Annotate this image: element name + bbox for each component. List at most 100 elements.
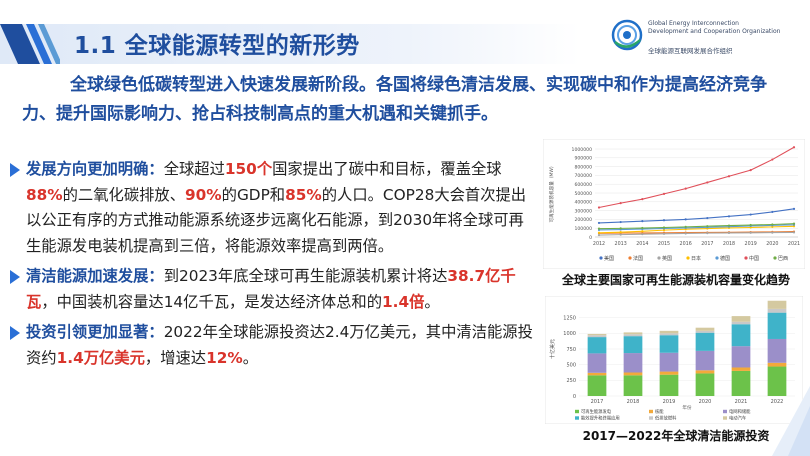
y-tick-label: 1250 [563, 315, 576, 321]
data-point [771, 210, 774, 214]
bar-segment [587, 335, 607, 338]
bullet-heading: 清洁能源加速发展： [26, 267, 164, 285]
bullet-heading: 投资引领更加显著： [26, 323, 164, 341]
highlight-value: 1.4万亿美元 [56, 348, 145, 367]
legend-label: 能效提升和终端应用 [581, 415, 620, 422]
legend-marker [723, 409, 727, 414]
bar-segment [587, 337, 607, 354]
bullet-heading: 发展方向更加明确： [26, 160, 164, 178]
x-tick-label: 2020 [766, 241, 778, 247]
y-axis-label: 可再生能源装机容量（MW） [548, 163, 555, 222]
bar-segment [659, 374, 679, 396]
bullet-text: 。 [242, 348, 259, 367]
data-point [749, 169, 752, 172]
legend-marker [773, 256, 777, 260]
bar-segment [623, 336, 643, 354]
bullet-item: 发展方向更加明确：全球超过150个国家提出了碳中和目标，覆盖全球 88%的二氧化碳… [10, 157, 535, 259]
data-point [597, 227, 601, 230]
data-point [641, 230, 644, 233]
bullet-text: 。 [424, 292, 440, 311]
bullet-list: 发展方向更加明确：全球超过150个国家提出了碳中和目标，覆盖全球 88%的二氧化碳… [10, 157, 535, 376]
bullet-text: 2022年全球能源投资达2.4万亿美元，其中清洁能源投资约 [26, 323, 533, 367]
page-title: 1.1 全球能源转型的新形势 [74, 33, 360, 59]
y-axis-label: 十亿美元 [549, 339, 556, 359]
data-point [619, 231, 622, 234]
bar-segment [767, 362, 787, 367]
highlight-value: 12% [206, 348, 243, 367]
y-tick-label: 500000 [574, 191, 592, 197]
data-point [727, 224, 731, 227]
legend-label: 巴西 [778, 256, 788, 262]
globe-icon [611, 19, 643, 51]
bar-segment [695, 332, 715, 351]
bullet-arrow-icon [10, 270, 20, 284]
legend-label: 法国 [633, 255, 643, 262]
highlight-value: 88% [26, 185, 63, 204]
logo-text-en-1: Global Energy Interconnection [648, 20, 739, 27]
legend-marker [649, 409, 653, 414]
intro-paragraph: 全球绿色低碳转型进入快速发展新阶段。各国将绿色清洁发展、实现碳中和作为提高经济竞… [22, 75, 767, 124]
data-point [641, 198, 644, 201]
x-tick-label: 2018 [627, 399, 640, 405]
series-line [598, 208, 795, 224]
legend-marker [715, 256, 719, 260]
x-tick-label: 2012 [593, 241, 605, 247]
header-bar [0, 24, 580, 64]
y-tick-label: 900000 [574, 156, 592, 162]
data-point [641, 220, 644, 223]
legend-label: 可再生能源发电 [581, 408, 612, 415]
legend-label: 中国 [749, 255, 759, 262]
data-point [706, 225, 709, 228]
x-tick-label: 2014 [636, 241, 648, 247]
data-point [727, 175, 731, 178]
legend-marker [686, 256, 690, 260]
data-point [619, 227, 622, 230]
chart2-caption: 2017—2022年全球清洁能源投资 [582, 429, 770, 443]
bar-segment [731, 367, 751, 371]
bullet-item: 清洁能源加速发展：到2023年底全球可再生能源装机累计将达38.7亿千瓦，中国装… [10, 264, 535, 315]
bar-segment [695, 350, 715, 371]
chart1-caption: 全球主要国家可再生能源装机容量变化趋势 [561, 273, 790, 287]
data-point [684, 218, 687, 221]
data-point [749, 213, 752, 216]
logo-text-cn: 全球能源互联网发展合作组织 [648, 47, 733, 55]
data-point [771, 231, 774, 234]
y-tick-label: 700000 [574, 173, 592, 179]
y-tick-label: 200000 [574, 217, 592, 223]
legend-label: 德国 [720, 255, 730, 262]
x-tick-label: 2021 [788, 241, 800, 247]
x-tick-label: 2022 [771, 399, 784, 405]
bullet-text: 的人口。COP28大会首次提出以公正有序的方式推动能源系统逐步远离化石能源，到2… [26, 185, 527, 255]
bar-segment [695, 327, 715, 331]
data-point [597, 206, 601, 209]
bar-segment [695, 330, 715, 333]
line-chart-renewable-capacity: 0 100000 200000 300000 400000 500000 600000 700… [543, 139, 805, 269]
bar-segment [659, 335, 679, 353]
bar-segment [731, 346, 751, 368]
x-tick-label: 2017 [701, 241, 713, 247]
data-point [706, 232, 709, 235]
legend-label: 电网和储能 [729, 408, 751, 415]
x-tick-label: 2020 [699, 399, 712, 405]
data-point [597, 233, 601, 237]
data-point [597, 231, 601, 234]
series-line [598, 146, 795, 209]
data-point [792, 231, 796, 234]
series-line [598, 225, 795, 234]
legend-label: 日本 [691, 255, 701, 262]
data-point [597, 221, 601, 225]
bullet-text: 的GDP和 [221, 185, 286, 204]
bullet-text: 全球超过 [163, 160, 225, 178]
x-tick-label: 2013 [615, 241, 627, 247]
bar-segment [659, 330, 679, 334]
y-tick-label: 0 [589, 235, 592, 241]
data-point [641, 226, 644, 230]
bar-segment [587, 353, 607, 373]
data-point [662, 219, 666, 222]
chart-frame [543, 139, 805, 269]
data-point [792, 207, 796, 210]
bar-segment [623, 334, 643, 337]
highlight-value: 38.7亿千瓦 [26, 267, 516, 311]
x-tick-label: 2018 [723, 241, 735, 247]
data-point [684, 232, 687, 235]
